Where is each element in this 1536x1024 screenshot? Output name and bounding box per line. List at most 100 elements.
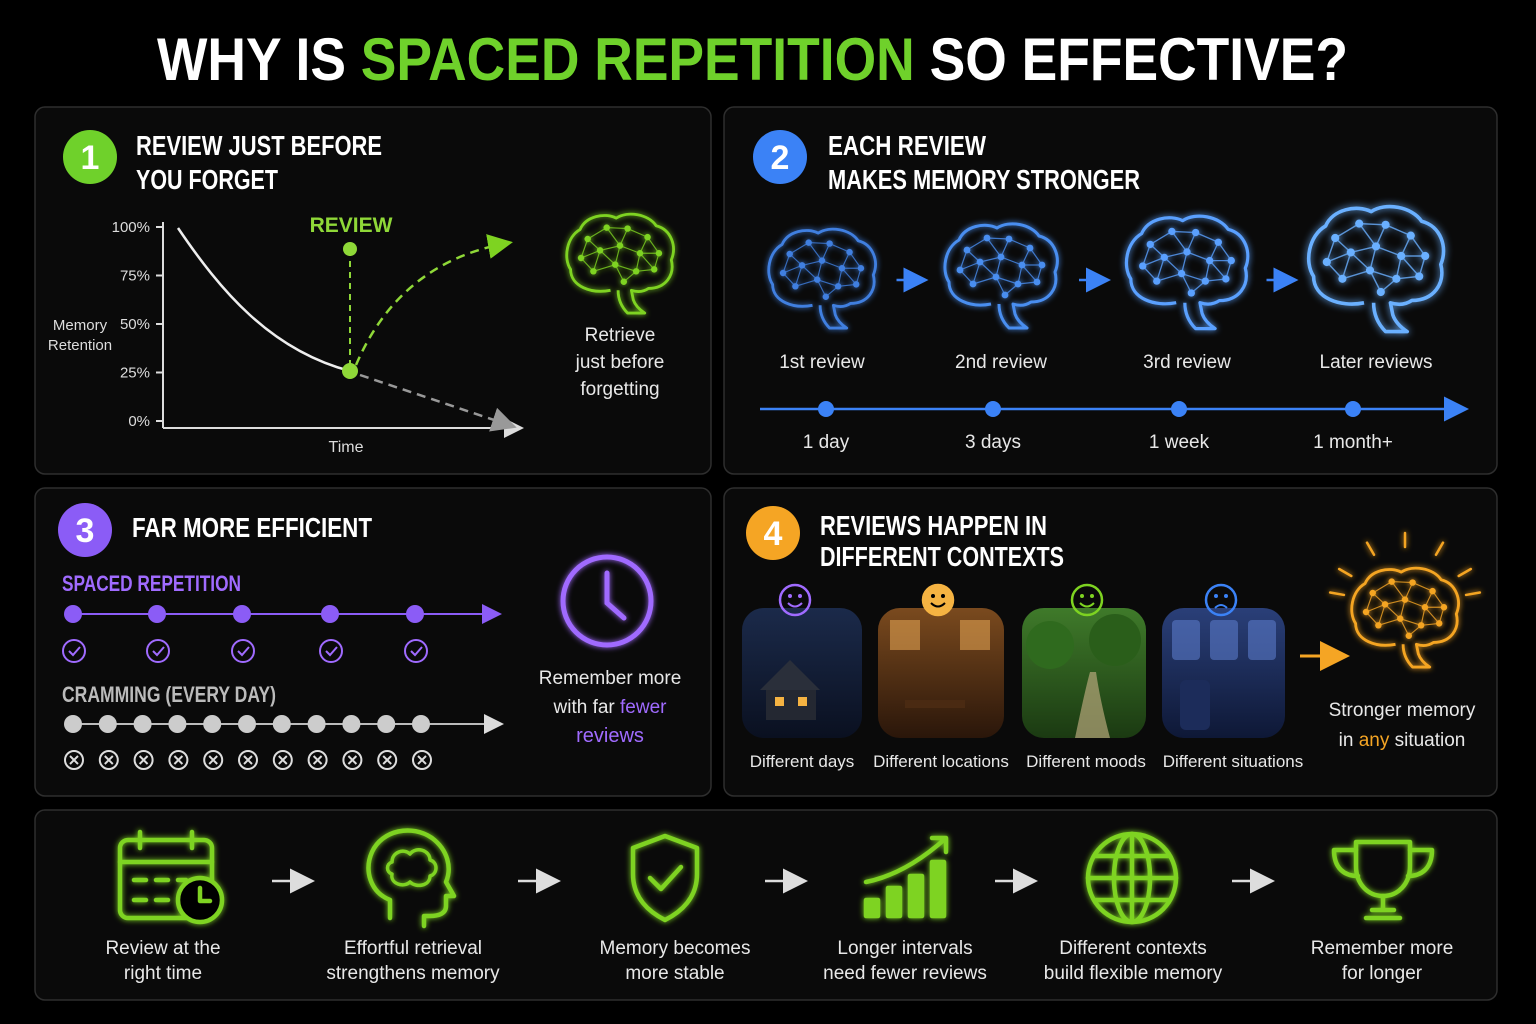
brain-link	[995, 256, 1002, 278]
stage-label: 1st review	[779, 352, 865, 373]
step-label: Remember more	[1311, 938, 1454, 959]
brain-node	[1177, 269, 1186, 278]
brain-node	[1369, 589, 1376, 597]
panel-title: EACH REVIEW	[828, 130, 986, 161]
step-label: right time	[124, 963, 202, 984]
x-mark	[208, 755, 218, 765]
brain-link	[606, 227, 628, 230]
spaced-label: SPACED REPETITION	[62, 571, 241, 596]
title-highlight: SPACED REPETITION	[361, 26, 915, 93]
caption-highlight: fewer	[620, 697, 667, 718]
brain-icon	[943, 222, 1059, 330]
review-dot	[64, 605, 82, 623]
y-tick-label: 50%	[120, 316, 150, 333]
x-circle	[98, 750, 119, 770]
x-mark	[417, 755, 427, 765]
check-circle	[231, 639, 255, 663]
context-label: Different days	[750, 752, 855, 771]
interval-label: 1 day	[803, 432, 850, 453]
brain-link	[1372, 581, 1392, 594]
ray	[1365, 541, 1376, 557]
check-circle	[404, 639, 428, 663]
brain-node	[1038, 261, 1046, 269]
caption: Retrieve	[585, 325, 656, 346]
caption: Stronger memory	[1329, 700, 1476, 721]
window-light	[798, 697, 807, 706]
panel-title: FAR MORE EFFICIENT	[132, 512, 372, 543]
brain-outline	[565, 212, 675, 315]
brain-node	[792, 283, 799, 290]
brain-rays	[1328, 531, 1482, 597]
brain-node	[1322, 257, 1331, 267]
check-mark	[68, 646, 81, 657]
mood-mouth	[1079, 602, 1095, 608]
mood-eye	[798, 594, 802, 598]
panel-number: 2	[771, 139, 790, 177]
brain-node	[818, 257, 826, 264]
timeline-dot	[1171, 401, 1187, 417]
stage-label: 3rd review	[1143, 352, 1231, 373]
brain	[385, 848, 438, 888]
cram-dot	[98, 715, 117, 733]
brain-link	[1410, 235, 1426, 257]
context-label: Different locations	[873, 752, 1009, 771]
train-seat	[1180, 680, 1210, 730]
brain-node	[1338, 274, 1347, 283]
number-badge	[63, 130, 117, 184]
ray	[1464, 591, 1482, 597]
brain-link	[1358, 223, 1377, 247]
mood-eye	[1090, 594, 1094, 598]
brain-node	[1415, 272, 1424, 281]
mood-face	[778, 583, 812, 617]
brain-node	[1429, 587, 1436, 595]
check-mark	[325, 646, 338, 657]
brain-link	[1163, 256, 1183, 275]
panel-title: REVIEW JUST BEFORE	[136, 130, 382, 161]
brain-node	[976, 258, 984, 266]
brain-node	[1409, 579, 1416, 586]
step-label: Effortful retrieval	[344, 938, 482, 959]
ray	[1337, 567, 1353, 578]
brain-link	[1385, 224, 1412, 237]
brain-link	[972, 261, 981, 285]
timeline-dot	[985, 401, 1001, 417]
brain-link	[1164, 251, 1188, 258]
brain-link	[1424, 606, 1440, 624]
brain-link	[966, 237, 988, 251]
number-badge	[753, 130, 807, 184]
brain-link	[816, 260, 823, 280]
brain-link	[1181, 272, 1206, 282]
panel	[34, 809, 1498, 1001]
brain-node	[834, 283, 842, 290]
x-axis-label: Time	[329, 439, 364, 456]
tree	[1089, 614, 1141, 666]
head-icon	[366, 828, 457, 929]
bar	[863, 897, 881, 919]
caption-text: situation	[1395, 730, 1466, 751]
brain-node	[838, 265, 846, 272]
clock-hands	[604, 570, 627, 621]
brain-link	[1375, 245, 1402, 257]
brain-node	[969, 280, 977, 288]
x-mark	[104, 755, 114, 765]
brain-node	[603, 224, 610, 231]
check-circle	[319, 639, 343, 663]
panel-title: MAKES MEMORY STRONGER	[828, 164, 1140, 195]
brain-link	[817, 279, 839, 287]
x-circle	[64, 750, 84, 770]
brain-link	[1326, 251, 1352, 263]
timeline-dot	[1345, 401, 1361, 417]
step-label: build flexible memory	[1044, 963, 1223, 984]
check-mark	[152, 646, 165, 657]
brain-node	[814, 276, 821, 283]
brain-link	[1156, 272, 1182, 282]
brain-link	[580, 249, 601, 259]
x-circle	[238, 750, 258, 770]
cram-dot	[377, 715, 396, 733]
check-mark	[237, 646, 250, 657]
brain-link	[1384, 603, 1401, 620]
brain-link	[1008, 238, 1031, 249]
brain-node	[805, 239, 812, 246]
brain-link	[1156, 257, 1165, 282]
title-part: WHY IS	[157, 26, 346, 93]
